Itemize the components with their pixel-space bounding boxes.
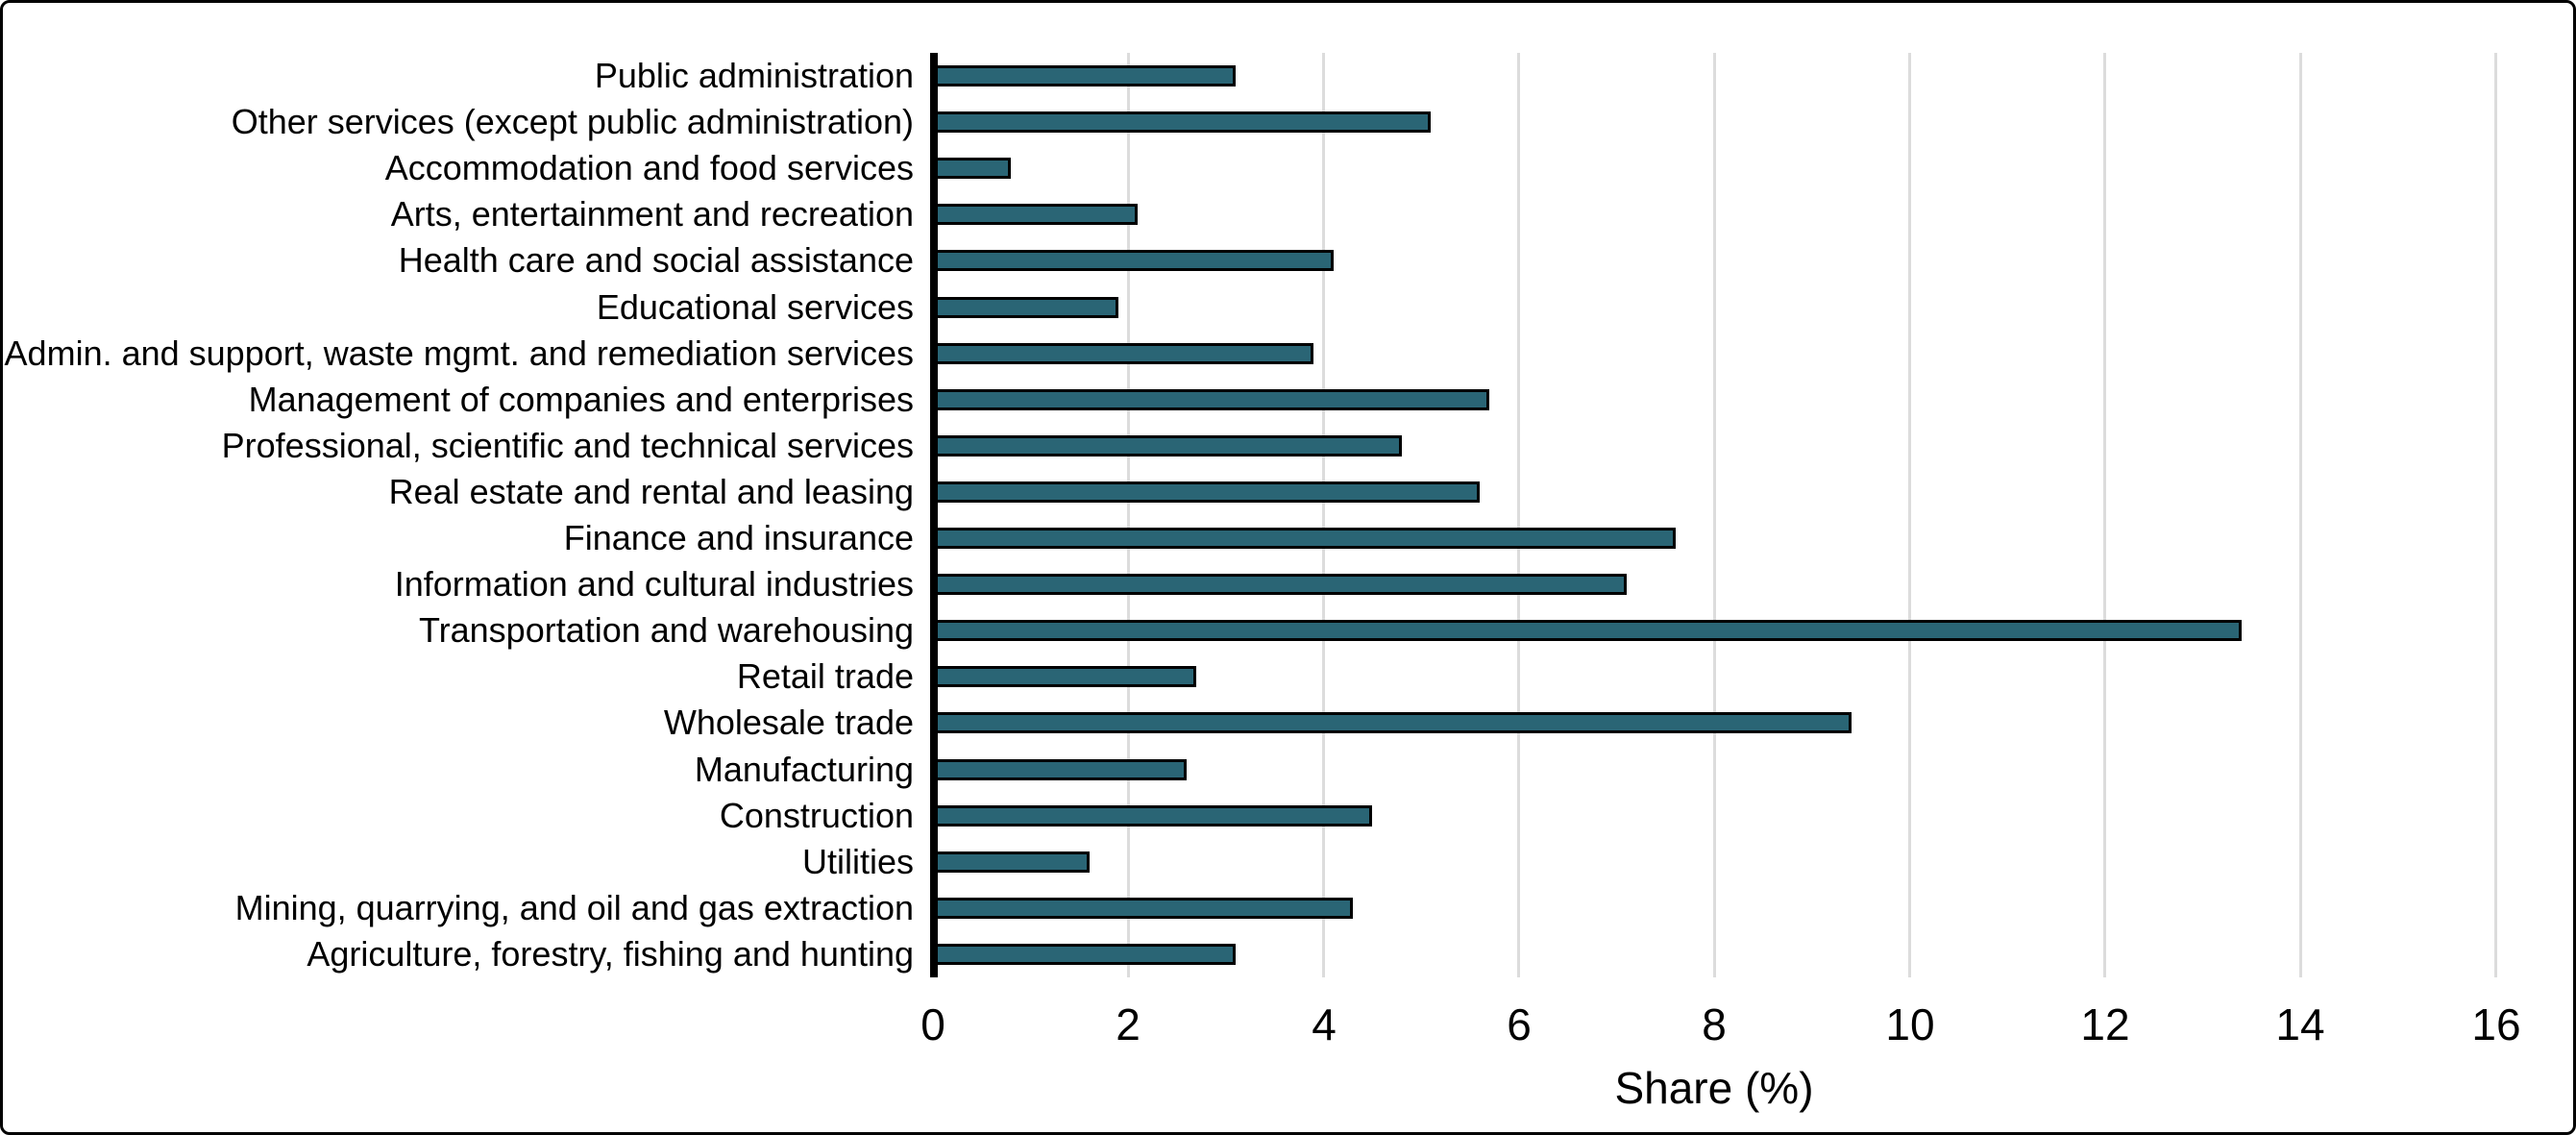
bar [933,111,1431,133]
category-label: Agriculture, forestry, fishing and hunti… [307,933,914,974]
category-label: Management of companies and enterprises [248,379,914,419]
gridline [1517,53,1520,977]
gridline [2103,53,2106,977]
bar [933,944,1236,965]
bar [933,250,1334,271]
bar [933,574,1627,595]
category-label: Retail trade [736,656,914,697]
category-label: Health care and social assistance [398,240,914,281]
bar [933,805,1372,827]
x-tick-label: 2 [1116,999,1141,1049]
category-label: Accommodation and food services [384,148,914,188]
category-label: Transportation and warehousing [419,610,914,651]
bar [933,898,1353,919]
bar [933,712,1852,733]
category-label: Utilities [801,841,914,881]
bar [933,65,1236,86]
bar [933,528,1676,549]
category-label: Real estate and rental and leasing [388,471,914,511]
category-label: Public administration [594,56,914,96]
bar [933,343,1313,364]
y-axis-line [930,53,938,977]
x-tick-label: 16 [2471,999,2521,1049]
x-tick-label: 8 [1702,999,1727,1049]
category-label: Manufacturing [694,749,914,789]
category-label: Professional, scientific and technical s… [221,425,914,465]
x-tick-label: 12 [2080,999,2130,1049]
bar [933,389,1489,410]
x-tick-label: 10 [1885,999,1935,1049]
x-tick-label: 14 [2275,999,2325,1049]
bar [933,297,1118,318]
bar [933,435,1402,456]
bar [933,851,1090,873]
bar [933,204,1138,225]
category-label: Finance and insurance [563,518,914,558]
category-label: Wholesale trade [663,703,914,743]
gridline [2299,53,2302,977]
category-label: Educational services [596,286,914,327]
category-label: Other services (except public administra… [231,102,914,142]
category-labels: Public administration Other services (exc… [3,3,914,1132]
category-label: Mining, quarrying, and oil and gas extra… [234,887,914,927]
bar [933,620,2242,641]
category-label: Construction [719,795,914,835]
category-label: Arts, entertainment and recreation [390,194,914,234]
x-tick-label: 4 [1312,999,1337,1049]
gridline [1322,53,1325,977]
gridline [2494,53,2497,977]
bar [933,759,1187,780]
gridline [1713,53,1716,977]
category-label: Admin. and support, waste mgmt. and reme… [4,333,914,373]
x-tick-label: 0 [920,999,945,1049]
category-label: Information and cultural industries [394,564,914,605]
plot-area [930,53,2535,977]
bar [933,666,1196,687]
gridline [1127,53,1130,977]
bar [933,158,1011,179]
gridline [1908,53,1911,977]
bar [933,481,1480,503]
x-tick-label: 6 [1507,999,1532,1049]
x-axis-title: Share (%) [1614,1063,1814,1113]
